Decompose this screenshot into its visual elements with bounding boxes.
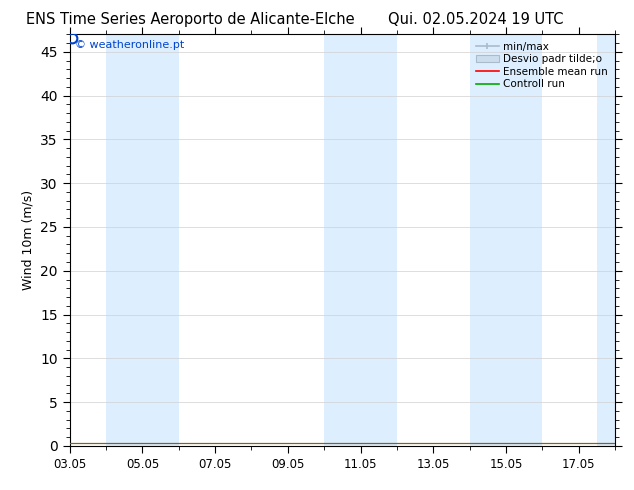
Bar — [470, 34, 542, 446]
Legend: min/max, Desvio padr tilde;o, Ensemble mean run, Controll run: min/max, Desvio padr tilde;o, Ensemble m… — [474, 40, 610, 92]
Bar — [106, 34, 179, 446]
Text: ENS Time Series Aeroporto de Alicante-Elche: ENS Time Series Aeroporto de Alicante-El… — [26, 12, 354, 27]
Text: Qui. 02.05.2024 19 UTC: Qui. 02.05.2024 19 UTC — [388, 12, 563, 27]
Text: © weatheronline.pt: © weatheronline.pt — [75, 41, 184, 50]
Bar — [324, 34, 397, 446]
Bar — [597, 34, 615, 446]
Y-axis label: Wind 10m (m/s): Wind 10m (m/s) — [22, 190, 35, 290]
